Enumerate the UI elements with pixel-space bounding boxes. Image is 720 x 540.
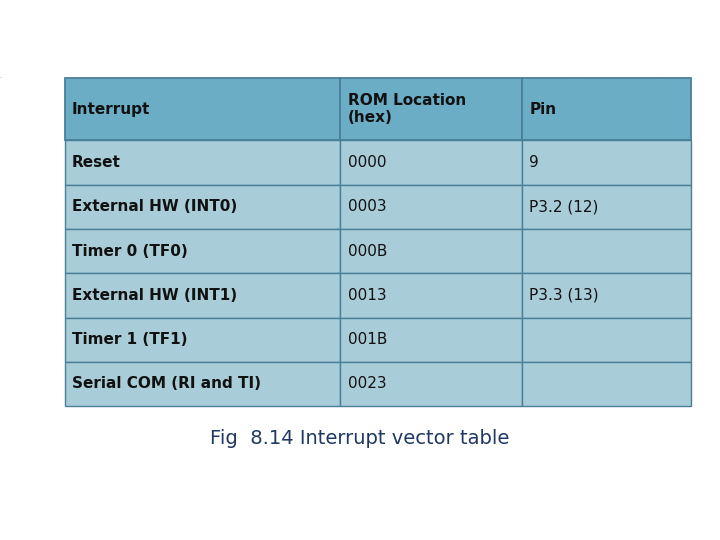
Bar: [65, 318, 341, 362]
Text: 000B: 000B: [348, 244, 387, 259]
Bar: [65, 362, 341, 406]
Text: Interrupt: Interrupt: [72, 102, 150, 117]
Text: Timer 1 (TF1): Timer 1 (TF1): [72, 332, 187, 347]
Polygon shape: [0, 69, 720, 98]
Bar: [341, 273, 522, 318]
Text: External HW (INT0): External HW (INT0): [72, 199, 238, 214]
Bar: [341, 185, 522, 229]
Bar: [65, 140, 341, 185]
Bar: [65, 229, 341, 273]
Text: ROM Location
(hex): ROM Location (hex): [348, 93, 466, 125]
Bar: [522, 273, 691, 318]
Bar: [522, 78, 691, 140]
Text: External HW (INT1): External HW (INT1): [72, 288, 237, 303]
Text: P3.3 (13): P3.3 (13): [529, 288, 599, 303]
Polygon shape: [0, 0, 720, 97]
Bar: [65, 273, 341, 318]
Bar: [341, 362, 522, 406]
Text: Pin: Pin: [529, 102, 557, 117]
Bar: [341, 229, 522, 273]
Text: 0000: 0000: [348, 155, 386, 170]
Bar: [65, 185, 341, 229]
Bar: [341, 78, 522, 140]
Bar: [341, 140, 522, 185]
Bar: [522, 362, 691, 406]
Text: 001B: 001B: [348, 332, 387, 347]
Text: P3.2 (12): P3.2 (12): [529, 199, 598, 214]
Polygon shape: [274, 0, 720, 69]
Text: 0013: 0013: [348, 288, 386, 303]
Text: 9: 9: [529, 155, 539, 170]
Bar: [65, 78, 341, 140]
Bar: [522, 185, 691, 229]
Bar: [522, 318, 691, 362]
Text: 0003: 0003: [348, 199, 386, 214]
Text: Timer 0 (TF0): Timer 0 (TF0): [72, 244, 188, 259]
Text: 0023: 0023: [348, 376, 386, 392]
Polygon shape: [0, 0, 720, 77]
Bar: [341, 318, 522, 362]
Bar: [522, 140, 691, 185]
Bar: [522, 229, 691, 273]
Text: Fig  8.14 Interrupt vector table: Fig 8.14 Interrupt vector table: [210, 429, 510, 448]
Polygon shape: [0, 0, 720, 95]
Text: Reset: Reset: [72, 155, 121, 170]
Text: Serial COM (RI and TI): Serial COM (RI and TI): [72, 376, 261, 392]
